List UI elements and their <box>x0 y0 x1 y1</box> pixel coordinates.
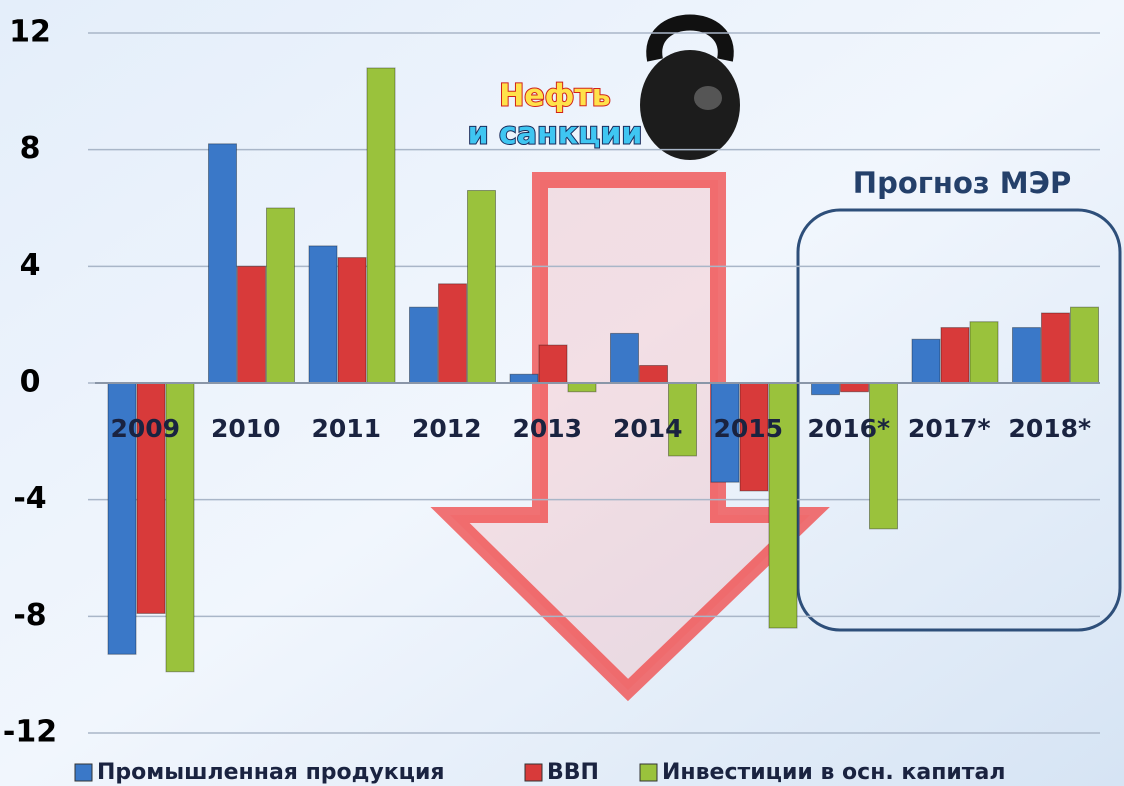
y-tick-label: 8 <box>20 131 41 166</box>
bar <box>338 258 366 383</box>
x-tick-label: 2013 <box>512 414 582 443</box>
bar <box>410 307 438 383</box>
x-tick-label: 2018* <box>1008 414 1091 443</box>
x-tick-label: 2017* <box>908 414 991 443</box>
bar <box>912 339 940 383</box>
annotation: Нефть <box>499 79 611 114</box>
bar <box>941 328 969 383</box>
annotation: Прогноз МЭР <box>853 166 1071 200</box>
legend-label: ВВП <box>547 760 599 785</box>
bar <box>970 322 998 383</box>
legend-swatch <box>640 764 657 781</box>
bar <box>468 191 496 384</box>
bar <box>640 366 668 384</box>
y-tick-label: 4 <box>20 248 41 283</box>
x-tick-label: 2016* <box>807 414 890 443</box>
y-tick-label: 12 <box>9 15 51 50</box>
bar <box>870 383 898 529</box>
bar <box>238 266 266 383</box>
x-tick-label: 2011 <box>311 414 381 443</box>
bar <box>439 284 467 383</box>
bar <box>309 246 337 383</box>
y-tick-label: -8 <box>13 598 46 633</box>
chart: Нефть и санкции Прогноз МЭР 12 8 4 0 -4 -8 -12… <box>0 0 1124 786</box>
bar <box>539 345 567 383</box>
bar <box>510 374 538 383</box>
y-tick-label: -4 <box>13 481 46 516</box>
x-tick-label: 2009 <box>110 414 180 443</box>
y-tick-label: 0 <box>20 365 41 400</box>
legend-label: Промышленная продукция <box>97 760 445 785</box>
bar <box>267 208 295 383</box>
legend-swatch <box>75 764 92 781</box>
bar <box>568 383 596 392</box>
x-tick-label: 2010 <box>211 414 281 443</box>
bar <box>1013 328 1041 383</box>
bar <box>367 68 395 383</box>
bar <box>1071 307 1099 383</box>
legend-label: Инвестиции в осн. капитал <box>662 760 1006 785</box>
bar <box>1042 313 1070 383</box>
bar <box>841 383 869 392</box>
annotation: и санкции <box>468 117 643 152</box>
x-tick-label: 2015 <box>713 414 783 443</box>
x-tick-label: 2012 <box>412 414 482 443</box>
bar <box>209 144 237 383</box>
x-tick-label: 2014 <box>613 414 683 443</box>
y-tick-label: -12 <box>3 715 57 750</box>
legend-swatch <box>525 764 542 781</box>
bar <box>611 333 639 383</box>
bar <box>812 383 840 395</box>
